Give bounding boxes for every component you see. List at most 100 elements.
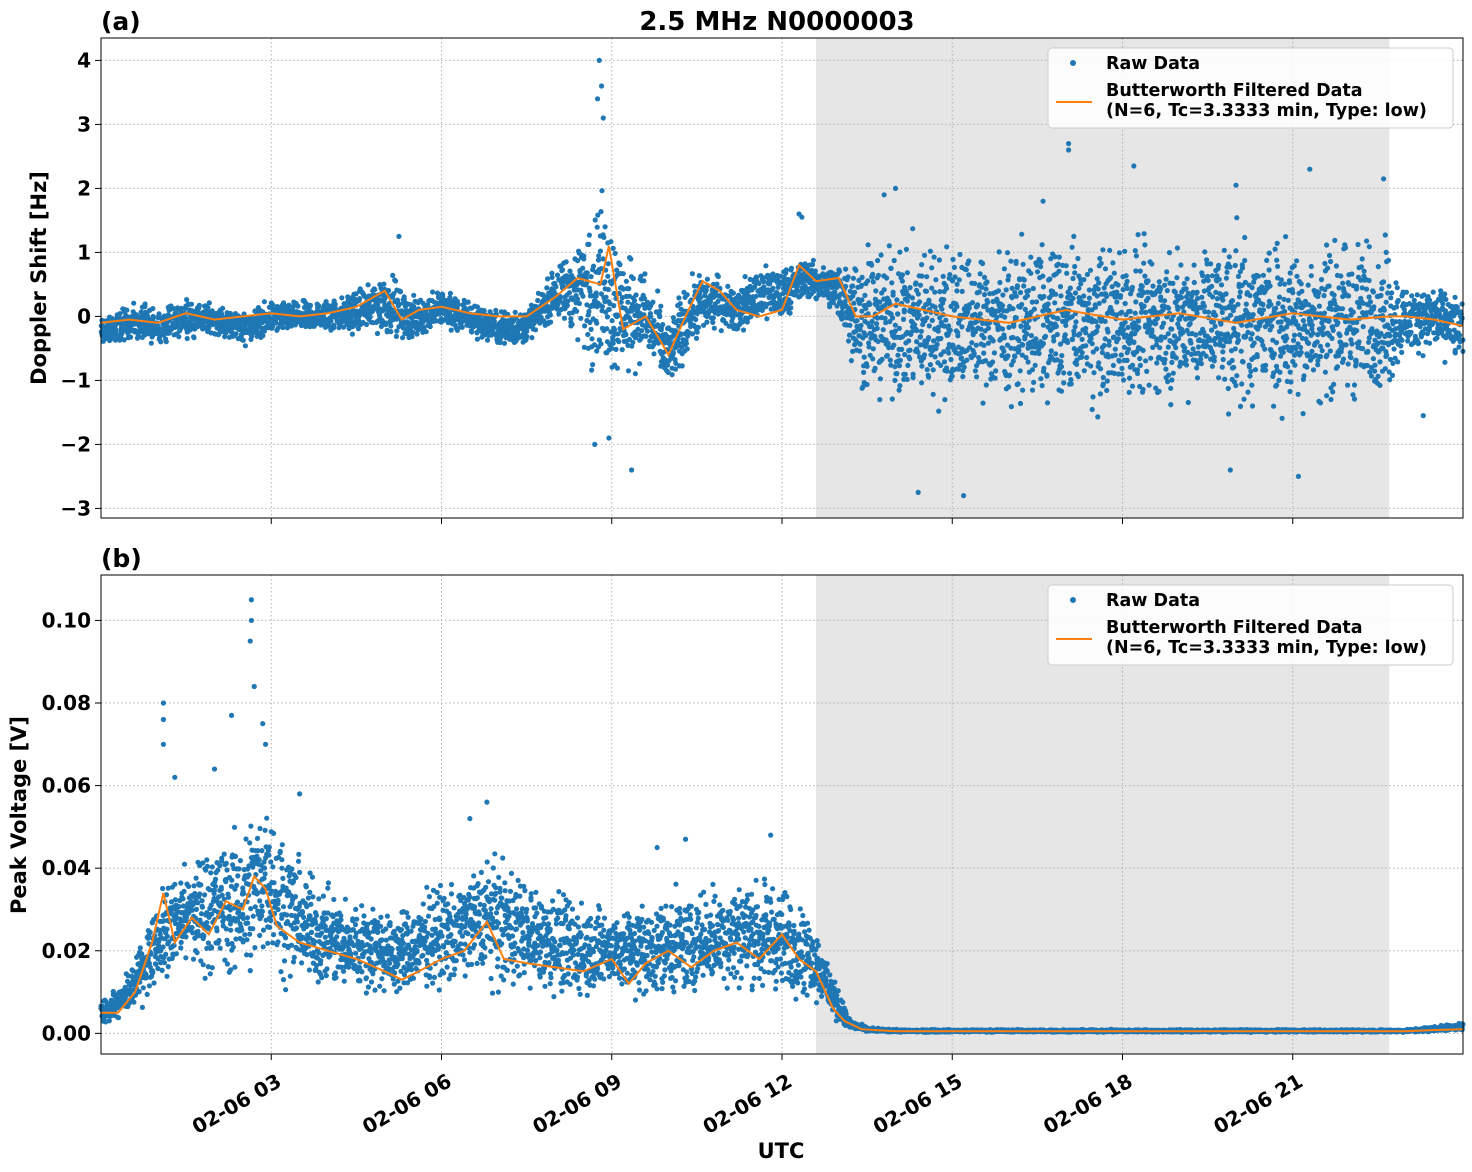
- raw-data-point: [1025, 359, 1031, 365]
- raw-data-point: [932, 304, 938, 310]
- raw-data-point: [1361, 268, 1367, 274]
- raw-data-point: [1081, 368, 1087, 374]
- raw-data-point: [1069, 244, 1075, 250]
- raw-data-point: [1249, 285, 1255, 291]
- raw-data-point: [943, 317, 949, 323]
- raw-data-point: [858, 322, 864, 329]
- raw-data-point: [465, 299, 471, 305]
- raw-data-point: [609, 345, 615, 351]
- raw-data-point: [113, 326, 119, 333]
- raw-data-point: [569, 321, 575, 328]
- raw-data-point: [374, 330, 381, 337]
- raw-data-point: [1024, 331, 1030, 337]
- raw-data-point: [1360, 346, 1366, 352]
- raw-data-point: [861, 354, 867, 360]
- raw-data-point: [1111, 270, 1117, 276]
- raw-data-point: [1141, 231, 1147, 237]
- raw-data-point: [1380, 317, 1386, 323]
- raw-data-point: [1233, 248, 1239, 254]
- raw-data-point: [1246, 364, 1252, 370]
- raw-data-point: [985, 299, 991, 305]
- raw-data-point: [1287, 369, 1293, 375]
- raw-data-point: [1316, 290, 1322, 296]
- raw-data-point: [1017, 289, 1024, 296]
- raw-data-point: [1371, 304, 1377, 310]
- raw-data-point: [1013, 260, 1019, 266]
- raw-data-point: [598, 341, 604, 347]
- raw-data-point: [597, 248, 604, 254]
- raw-data-point: [1008, 404, 1015, 410]
- raw-data-point: [1395, 359, 1401, 365]
- raw-data-point: [1166, 250, 1173, 256]
- raw-data-point: [1294, 273, 1300, 279]
- raw-data-point: [903, 246, 910, 252]
- raw-data-point: [1016, 337, 1022, 344]
- raw-data-point: [1119, 371, 1125, 377]
- raw-data-point: [961, 364, 967, 370]
- raw-data-point: [529, 335, 535, 341]
- raw-data-point: [524, 333, 530, 339]
- raw-data-point: [877, 397, 883, 403]
- raw-data-point: [1336, 285, 1342, 291]
- raw-data-point: [930, 367, 936, 373]
- raw-data-point: [1005, 353, 1011, 359]
- raw-data-point: [1220, 356, 1226, 363]
- raw-data-point: [1020, 387, 1026, 393]
- raw-data-point: [587, 288, 593, 294]
- raw-data-point: [939, 306, 945, 312]
- raw-data-point: [1236, 294, 1243, 300]
- raw-data-point: [1378, 292, 1384, 299]
- raw-data-point: [1058, 293, 1064, 299]
- raw-data-point: [602, 224, 608, 230]
- raw-data-point: [1324, 393, 1330, 399]
- raw-data-point: [1308, 263, 1314, 270]
- raw-data-point: [969, 300, 976, 306]
- raw-data-point: [401, 294, 407, 300]
- raw-data-point: [948, 356, 954, 363]
- raw-data-point: [1345, 361, 1351, 367]
- raw-data-point: [586, 241, 592, 247]
- raw-data-point: [1158, 286, 1164, 292]
- raw-data-point: [1219, 309, 1225, 315]
- raw-data-point: [938, 335, 944, 342]
- raw-data-point: [388, 329, 394, 335]
- raw-data-point: [1096, 280, 1102, 286]
- raw-data-point: [1353, 283, 1360, 289]
- raw-data-point: [637, 361, 643, 367]
- raw-data-point: [992, 375, 998, 381]
- raw-data-point: [1298, 281, 1304, 287]
- raw-data-point: [1330, 327, 1336, 333]
- raw-data-point: [1353, 359, 1359, 366]
- raw-data-point: [1249, 403, 1256, 409]
- raw-data-point: [1216, 262, 1222, 268]
- raw-data-point: [1246, 311, 1252, 317]
- raw-data-point: [1311, 306, 1317, 312]
- raw-data-point: [658, 303, 664, 309]
- raw-data-point: [1188, 340, 1194, 346]
- raw-data-point: [1129, 284, 1135, 290]
- raw-data-point: [409, 334, 415, 340]
- raw-data-point: [848, 358, 855, 364]
- raw-data-point: [1001, 348, 1007, 354]
- raw-data-point: [1222, 376, 1228, 382]
- raw-data-point: [985, 340, 992, 346]
- raw-data-point: [601, 234, 607, 240]
- raw-data-point: [1093, 319, 1099, 325]
- raw-data-point: [1096, 360, 1102, 366]
- raw-data-point: [1070, 275, 1076, 282]
- raw-data-point: [1125, 324, 1131, 330]
- raw-data-point: [1268, 302, 1274, 308]
- raw-data-point: [1367, 299, 1373, 305]
- raw-data-point: [1084, 354, 1090, 361]
- raw-data-point: [1169, 377, 1175, 383]
- raw-data-point: [1234, 373, 1240, 379]
- raw-data-point: [604, 326, 610, 332]
- raw-data-point: [1040, 341, 1046, 347]
- raw-data-point: [1366, 244, 1372, 250]
- raw-data-point: [1288, 379, 1294, 385]
- raw-data-point: [1084, 271, 1090, 278]
- raw-data-point: [1390, 360, 1396, 366]
- raw-data-point: [1181, 280, 1187, 287]
- raw-data-point: [593, 293, 599, 299]
- raw-data-point: [383, 321, 389, 328]
